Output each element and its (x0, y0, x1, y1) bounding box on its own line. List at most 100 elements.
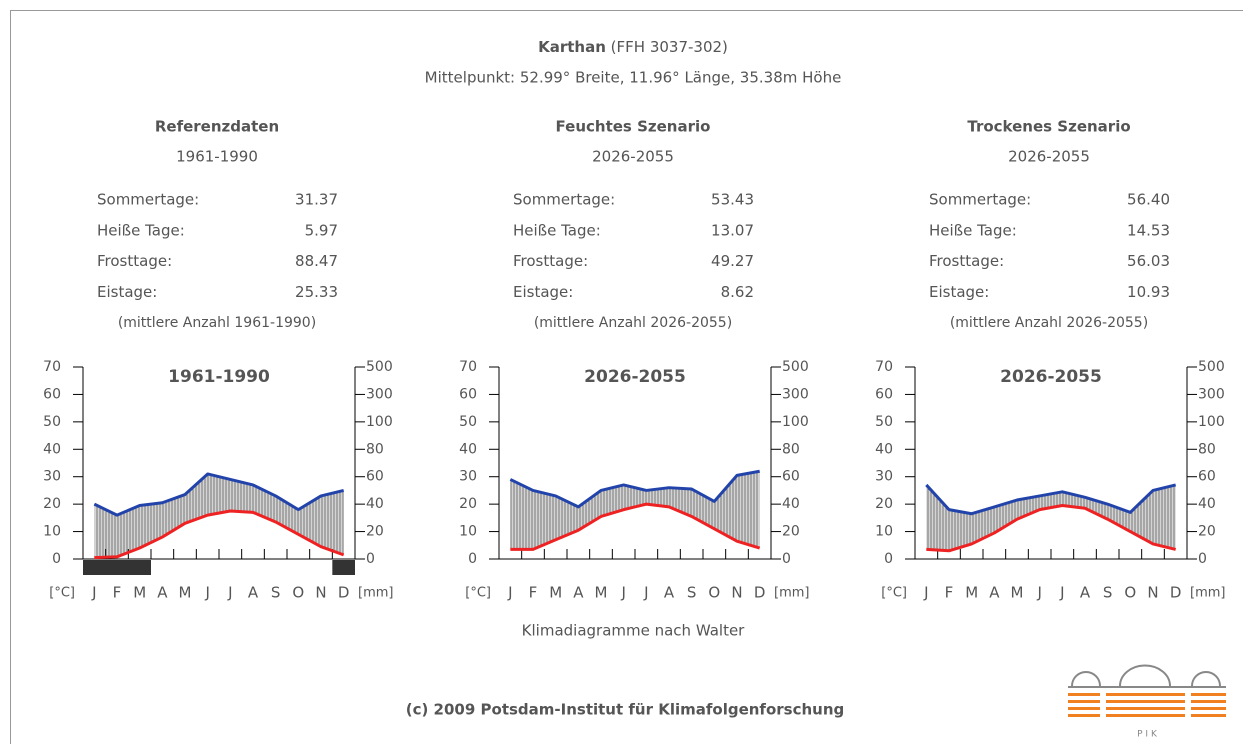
series-line (93, 472, 345, 517)
y2-tick-label: 80 (366, 441, 384, 457)
y2-tick-label: 60 (366, 469, 384, 485)
y-tick-label: 0 (52, 551, 61, 567)
y-tick-label: 70 (43, 359, 61, 375)
x-tick-label: A (157, 584, 168, 602)
panel-note: (mittlere Anzahl 1961-1990) (118, 315, 316, 331)
x-tick-label: J (204, 584, 209, 602)
x-tick-label: J (1059, 584, 1064, 602)
stat-label: Heiße Tage: (97, 221, 185, 239)
x-tick-label: D (754, 584, 766, 602)
y-tick-label: 70 (875, 359, 893, 375)
y2-tick-label: 60 (1198, 469, 1216, 485)
stat-label: Eistage: (97, 283, 157, 301)
x-tick-label: A (1080, 584, 1091, 602)
y2-tick-label: 300 (366, 386, 393, 402)
stat-value: 5.97 (305, 221, 338, 239)
y2-tick-label: 500 (366, 359, 393, 375)
y2-tick-label: 500 (1198, 359, 1225, 375)
stat-label: Sommertage: (97, 191, 199, 209)
x-tick-label: M (179, 584, 192, 602)
site-name: Karthan (538, 38, 606, 56)
x-tick-label: D (338, 584, 350, 602)
stat-label: Sommertage: (929, 191, 1031, 209)
y2-tick-label: 100 (782, 414, 809, 430)
y-tick-label: 50 (875, 414, 893, 430)
stat-value: 25.33 (295, 283, 338, 301)
frame (10, 10, 1243, 744)
y-tick-label: 40 (43, 441, 61, 457)
stat-label: Frosttage: (513, 252, 588, 270)
chart-title: 2026-2055 (584, 367, 686, 387)
logo-text: P I K (1137, 730, 1158, 740)
x-tick-label: J (91, 584, 96, 602)
panel-period: 2026-2055 (1008, 148, 1090, 166)
x-tick-label: J (923, 584, 928, 602)
x-tick-label: A (664, 584, 675, 602)
x-tick-label: M (1011, 584, 1024, 602)
series-line (510, 502, 761, 551)
panel-note: (mittlere Anzahl 2026-2055) (534, 315, 732, 331)
header-title: Karthan (FFH 3037-302) (538, 38, 728, 56)
stat-value: 53.43 (711, 191, 754, 209)
stat-value: 49.27 (711, 252, 754, 270)
stat-value: 14.53 (1127, 221, 1170, 239)
y-tick-label: 0 (884, 551, 893, 567)
stat-value: 13.07 (711, 221, 754, 239)
y2-tick-label: 0 (782, 551, 791, 567)
x-unit-left: [°C] (49, 586, 75, 601)
series-line (926, 504, 1177, 553)
x-tick-label: J (227, 584, 232, 602)
y-tick-label: 10 (459, 524, 477, 540)
stat-label: Frosttage: (929, 252, 1004, 270)
series-line (509, 469, 760, 509)
y-tick-label: 70 (459, 359, 477, 375)
panel-title: Referenzdaten (155, 118, 279, 136)
x-tick-label: O (1124, 584, 1136, 602)
y-tick-label: 30 (459, 469, 477, 485)
frost-bar (83, 560, 151, 575)
y2-tick-label: 20 (782, 524, 800, 540)
y-tick-label: 40 (459, 441, 477, 457)
y2-tick-label: 300 (782, 386, 809, 402)
walter-chart: 0 10 20 30 40 50 60 70 0 20 40 60 80 100 300 500 2026-20… (459, 359, 809, 602)
panel-note: (mittlere Anzahl 2026-2055) (950, 315, 1148, 331)
y2-tick-label: 60 (782, 469, 800, 485)
caption: Klimadiagramme nach Walter (522, 622, 746, 640)
y-tick-label: 20 (43, 496, 61, 512)
y2-tick-label: 40 (1198, 496, 1216, 512)
x-tick-label: F (945, 584, 954, 602)
x-unit-left: [°C] (465, 586, 491, 601)
x-tick-label: D (1170, 584, 1182, 602)
x-tick-label: S (687, 584, 697, 602)
footer: (c) 2009 Potsdam-Institut für Klimafolge… (406, 701, 845, 719)
stat-label: Heiße Tage: (513, 221, 601, 239)
stat-value: 88.47 (295, 252, 338, 270)
stat-value: 31.37 (295, 191, 338, 209)
x-tick-label: M (133, 584, 146, 602)
x-tick-label: J (507, 584, 512, 602)
logo: P I K (1068, 664, 1226, 740)
x-tick-label: N (315, 584, 326, 602)
panel-period: 2026-2055 (592, 148, 674, 166)
y2-tick-label: 0 (1198, 551, 1207, 567)
stat-value: 10.93 (1127, 283, 1170, 301)
y2-tick-label: 20 (1198, 524, 1216, 540)
y2-tick-label: 40 (782, 496, 800, 512)
stat-value: 8.62 (721, 283, 754, 301)
walter-chart: 0 10 20 30 40 50 60 70 0 20 40 60 80 100 300 500 1961-19… (43, 359, 393, 602)
frost-bar (332, 560, 355, 575)
header-subtitle: Mittelpunkt: 52.99° Breite, 11.96° Länge… (425, 69, 842, 87)
y-tick-label: 10 (43, 524, 61, 540)
x-tick-label: N (1147, 584, 1158, 602)
x-tick-label: A (989, 584, 1000, 602)
x-tick-label: F (529, 584, 538, 602)
x-tick-label: A (573, 584, 584, 602)
x-tick-label: O (292, 584, 304, 602)
panel-title: Trockenes Szenario (967, 118, 1130, 136)
humid-area (510, 471, 760, 550)
x-tick-label: S (271, 584, 281, 602)
y-tick-label: 40 (875, 441, 893, 457)
y-tick-label: 50 (459, 414, 477, 430)
y2-tick-label: 100 (366, 414, 393, 430)
